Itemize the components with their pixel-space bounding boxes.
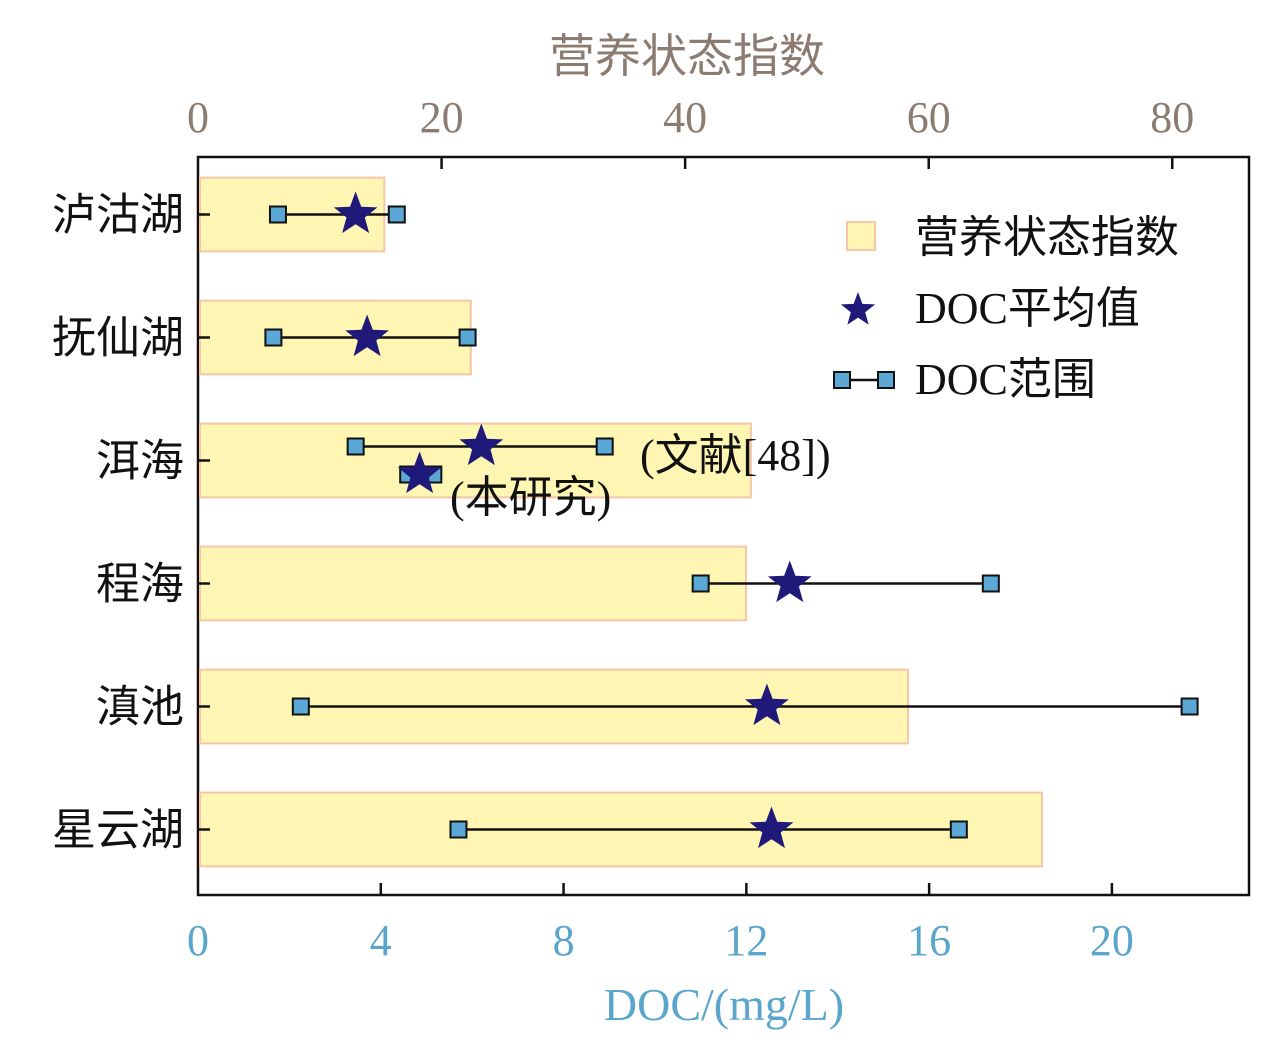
category-label-1: 抚仙湖 [52,313,184,364]
category-label-4: 滇池 [96,682,184,733]
legend-label-range: DOC范围 [915,355,1096,404]
legend-star-icon [840,292,876,325]
category-label-5: 星云湖 [52,805,184,856]
doc-mean-star-0 [333,191,378,234]
annotation-literature: (文献[48]) [640,431,831,480]
doc-range-max-0 [387,205,406,224]
top-tick-label-4: 80 [1150,93,1194,142]
annotation-this-study: (本研究) [450,473,611,522]
doc-mean-star-5 [749,806,794,849]
doc-range-min-5 [449,820,468,839]
top-tick-label-3: 60 [907,93,951,142]
doc-mean-star-1 [345,314,389,357]
doc-mean-star-extra-0 [397,451,442,494]
bar-trophic-3 [199,545,748,622]
doc-range-min-0 [268,205,287,224]
top-tick-label-1: 20 [420,93,464,142]
top-tick-label-0: 0 [187,93,209,142]
bottom-tick-label-4: 16 [907,916,951,965]
bottom-axis-title: DOC/(mg/L) [604,979,844,1030]
doc-mean-star-2 [459,423,504,466]
top-tick-label-2: 40 [663,93,707,142]
doc-range-max-5 [949,820,968,839]
top-axis-title: 营养状态指数 [549,29,825,83]
doc-range-min-4 [291,697,310,716]
legend-range-marker-left [833,371,851,389]
doc-range-max-2 [595,437,614,456]
legend-swatch-trophic [846,221,876,251]
legend-range-marker-right [877,371,895,389]
doc-range-min-2 [346,437,365,456]
doc-mean-star-4 [745,683,789,726]
doc-range-max-3 [981,574,1000,593]
bottom-tick-label-5: 20 [1090,916,1134,965]
category-label-3: 程海 [96,559,184,610]
doc-range-max-1 [458,328,477,347]
plot-frame [196,155,1251,897]
doc-range-min-3 [691,574,710,593]
bar-trophic-2 [199,422,752,499]
doc-range-max-4 [1180,697,1199,716]
doc-mean-star-3 [767,560,812,603]
bottom-tick-label-2: 8 [553,916,575,965]
bottom-tick-label-3: 12 [724,916,768,965]
legend: 营养状态指数 DOC平均值 DOC范围 [833,212,1179,404]
category-label-2: 洱海 [96,436,184,487]
bottom-tick-label-1: 4 [370,916,392,965]
ticks-layer: 0 20 40 60 80 0 4 8 12 16 20 [187,93,1194,965]
range-layer [264,191,1199,849]
bottom-tick-label-0: 0 [187,916,209,965]
legend-label-trophic: 营养状态指数 [915,212,1179,263]
bars-layer [199,176,1043,868]
doc-range-min-1 [264,328,283,347]
legend-label-mean: DOC平均值 [915,284,1140,333]
category-label-0: 泸沽湖 [52,190,184,241]
